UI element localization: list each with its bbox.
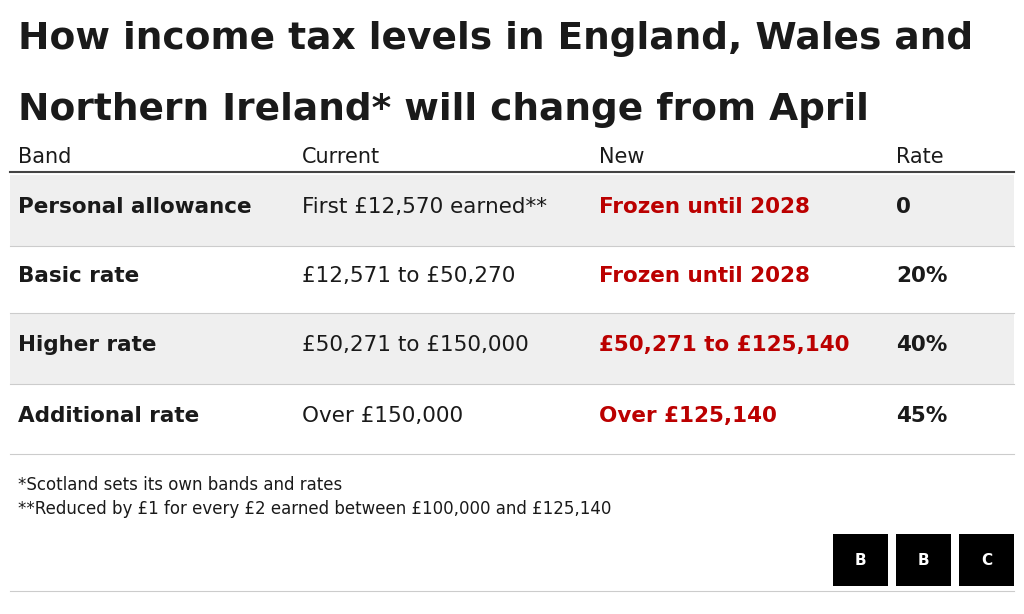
Text: Band: Band <box>18 147 72 168</box>
Text: Frozen until 2028: Frozen until 2028 <box>599 197 810 217</box>
Text: 45%: 45% <box>896 406 947 426</box>
Text: How income tax levels in England, Wales and: How income tax levels in England, Wales … <box>18 21 974 58</box>
Text: Current: Current <box>302 147 380 168</box>
Text: C: C <box>981 553 992 568</box>
Bar <box>10 313 1014 384</box>
Bar <box>958 534 1014 586</box>
Text: **Reduced by £1 for every £2 earned between £100,000 and £125,140: **Reduced by £1 for every £2 earned betw… <box>18 500 611 518</box>
Text: Over £150,000: Over £150,000 <box>302 406 463 426</box>
Bar <box>10 246 1014 313</box>
Text: *Scotland sets its own bands and rates: *Scotland sets its own bands and rates <box>18 476 343 494</box>
Text: Northern Ireland* will change from April: Northern Ireland* will change from April <box>18 92 869 128</box>
Bar <box>896 534 950 586</box>
Text: Rate: Rate <box>896 147 944 168</box>
Text: Basic rate: Basic rate <box>18 266 139 286</box>
Text: Over £125,140: Over £125,140 <box>599 406 777 426</box>
Text: 20%: 20% <box>896 266 947 286</box>
Text: £50,271 to £150,000: £50,271 to £150,000 <box>302 335 528 356</box>
Text: New: New <box>599 147 644 168</box>
Text: £12,571 to £50,270: £12,571 to £50,270 <box>302 266 515 286</box>
Text: Additional rate: Additional rate <box>18 406 200 426</box>
Text: Higher rate: Higher rate <box>18 335 157 356</box>
Bar <box>833 534 888 586</box>
Text: 40%: 40% <box>896 335 947 356</box>
Text: First £12,570 earned**: First £12,570 earned** <box>302 197 547 217</box>
Text: £50,271 to £125,140: £50,271 to £125,140 <box>599 335 850 356</box>
Bar <box>10 384 1014 454</box>
Text: 0: 0 <box>896 197 911 217</box>
Bar <box>10 175 1014 246</box>
Text: B: B <box>854 553 866 568</box>
Text: B: B <box>918 553 929 568</box>
Text: Personal allowance: Personal allowance <box>18 197 252 217</box>
Text: Frozen until 2028: Frozen until 2028 <box>599 266 810 286</box>
